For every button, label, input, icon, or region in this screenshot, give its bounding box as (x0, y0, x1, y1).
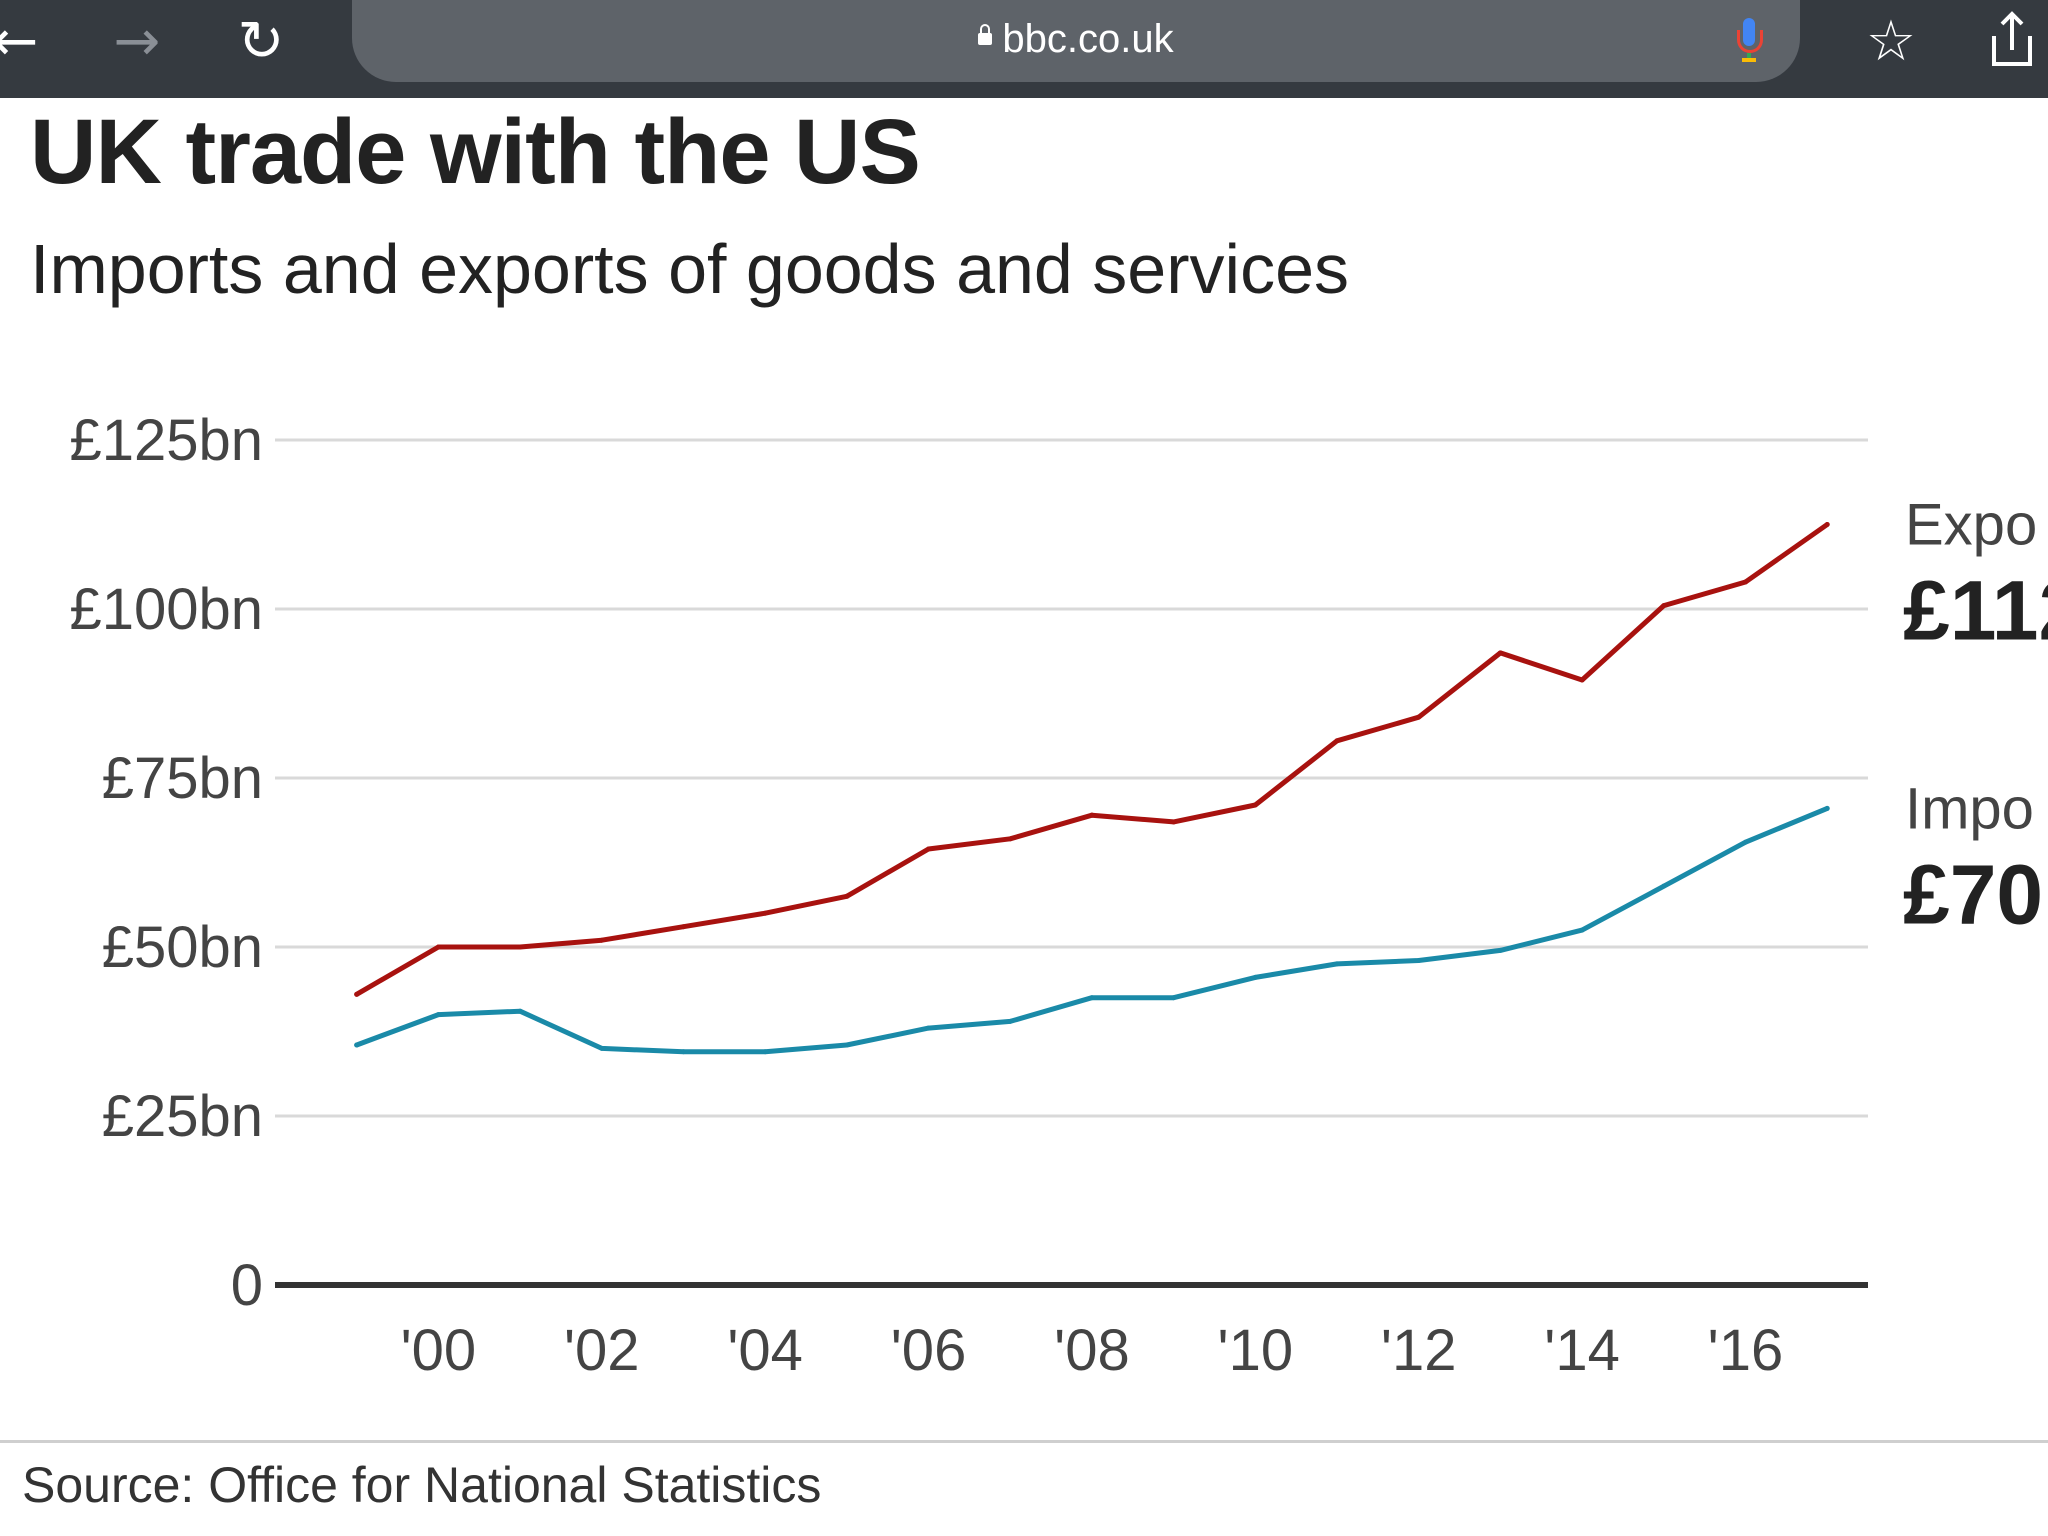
y-tick-label: 0 (231, 1253, 263, 1318)
data-point (1334, 738, 1340, 744)
address-bar[interactable]: bbc.co.uk (352, 0, 1800, 82)
share-icon[interactable] (1980, 0, 2048, 90)
x-tick-label: '14 (1544, 1318, 1620, 1383)
data-point (1334, 961, 1340, 967)
series-value-label: £70 (1903, 847, 2043, 941)
data-point (1171, 819, 1177, 825)
data-point (1171, 995, 1177, 1001)
series-line-1 (354, 805, 1830, 1055)
data-point (1579, 927, 1585, 933)
data-point (1742, 579, 1748, 585)
x-tick-label: '00 (401, 1318, 477, 1383)
url-text: bbc.co.uk (1002, 17, 1174, 61)
data-point (1824, 805, 1830, 811)
forward-arrow-icon[interactable]: → (113, 9, 161, 74)
reload-icon[interactable]: ↻ (237, 9, 285, 74)
data-point (354, 1042, 360, 1048)
data-point (1089, 995, 1095, 1001)
data-point (1252, 802, 1258, 808)
data-point (762, 910, 768, 916)
data-point (926, 1025, 932, 1031)
x-tick-label: '16 (1708, 1318, 1784, 1383)
data-point (1661, 603, 1667, 609)
url-display: bbc.co.uk (352, 14, 1800, 64)
x-tick-label: '06 (891, 1318, 967, 1383)
star-icon[interactable]: ☆ (1865, 9, 1917, 74)
data-point (1497, 947, 1503, 953)
series-value-label: £112 (1903, 564, 2048, 658)
data-point (1007, 836, 1013, 842)
data-point (599, 1045, 605, 1051)
series-label: Impo (1905, 776, 2034, 841)
series-label: Expo (1905, 493, 2037, 558)
data-point (762, 1049, 768, 1055)
data-point (1742, 839, 1748, 845)
x-tick-label: '08 (1054, 1318, 1130, 1383)
data-point (1252, 974, 1258, 980)
footer-divider (0, 1440, 2048, 1443)
series-line-0 (354, 522, 1830, 997)
data-point (1661, 883, 1667, 889)
y-tick-label: £100bn (69, 577, 263, 642)
data-point (680, 924, 686, 930)
line-chart: £125bn £100bn £75bn £50bn £25bn 0 '00 '02 '04 '06… (69, 408, 2048, 1383)
data-point (435, 1012, 441, 1018)
x-tick-label: '10 (1218, 1318, 1294, 1383)
data-point (1416, 958, 1422, 964)
y-tick-label: £125bn (69, 408, 263, 473)
y-tick-label: £25bn (102, 1084, 263, 1149)
data-point (1497, 650, 1503, 656)
data-point (844, 893, 850, 899)
y-tick-label: £50bn (102, 915, 263, 980)
browser-toolbar: ← → ↻ bbc.co.uk ☆ (0, 0, 2048, 98)
data-point (517, 1008, 523, 1014)
x-tick-label: '04 (727, 1318, 803, 1383)
y-tick-label: £75bn (102, 746, 263, 811)
data-point (599, 937, 605, 943)
lock-icon (978, 24, 993, 46)
data-point (844, 1042, 850, 1048)
microphone-icon[interactable] (1737, 18, 1763, 62)
back-arrow-icon[interactable]: ← (0, 9, 39, 74)
data-point (1579, 677, 1585, 683)
data-point (517, 944, 523, 950)
x-tick-label: '02 (564, 1318, 640, 1383)
x-tick-label: '12 (1381, 1318, 1457, 1383)
data-point (435, 944, 441, 950)
data-point (354, 991, 360, 997)
data-point (926, 846, 932, 852)
data-point (1007, 1018, 1013, 1024)
data-point (1416, 714, 1422, 720)
chart-subtitle: Imports and exports of goods and service… (30, 230, 1350, 308)
source-note: Source: Office for National Statistics (22, 1457, 822, 1513)
data-point (1089, 812, 1095, 818)
data-point (1824, 522, 1830, 527)
chart-title: UK trade with the US (30, 101, 921, 203)
data-point (680, 1049, 686, 1055)
